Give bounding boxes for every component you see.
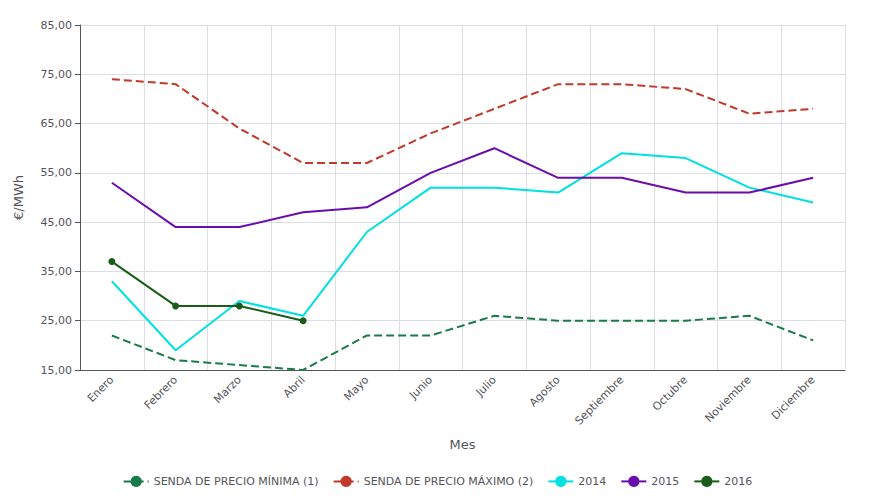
svg-text:SENDA DE PRECIO MÁXIMO (2): SENDA DE PRECIO MÁXIMO (2) — [364, 475, 534, 488]
svg-text:Abril: Abril — [281, 373, 308, 400]
svg-text:Febrero: Febrero — [142, 373, 181, 412]
svg-text:Agosto: Agosto — [527, 373, 563, 409]
svg-text:2014: 2014 — [578, 475, 606, 488]
svg-text:85,00: 85,00 — [41, 19, 73, 32]
svg-text:SENDA DE PRECIO MÍNIMA (1): SENDA DE PRECIO MÍNIMA (1) — [154, 475, 319, 488]
svg-text:Enero: Enero — [85, 373, 117, 405]
svg-text:2015: 2015 — [651, 475, 679, 488]
svg-text:45,00: 45,00 — [41, 216, 73, 229]
svg-text:€/MWh: €/MWh — [11, 175, 26, 220]
svg-text:Septiembre: Septiembre — [572, 373, 626, 427]
svg-text:Julio: Julio — [473, 373, 499, 399]
svg-text:Octubre: Octubre — [650, 373, 690, 413]
svg-text:2016: 2016 — [724, 475, 752, 488]
svg-text:Noviembre: Noviembre — [702, 373, 754, 425]
svg-text:35,00: 35,00 — [41, 265, 73, 278]
svg-text:55,00: 55,00 — [41, 166, 73, 179]
svg-text:Diciembre: Diciembre — [769, 373, 818, 422]
svg-text:25,00: 25,00 — [41, 314, 73, 327]
svg-text:Mayo: Mayo — [341, 373, 371, 403]
svg-text:75,00: 75,00 — [41, 68, 73, 81]
svg-text:65,00: 65,00 — [41, 117, 73, 130]
svg-text:15,00: 15,00 — [41, 364, 73, 377]
svg-text:Marzo: Marzo — [211, 373, 244, 406]
svg-text:Mes: Mes — [450, 437, 476, 452]
svg-text:Junio: Junio — [406, 373, 435, 402]
